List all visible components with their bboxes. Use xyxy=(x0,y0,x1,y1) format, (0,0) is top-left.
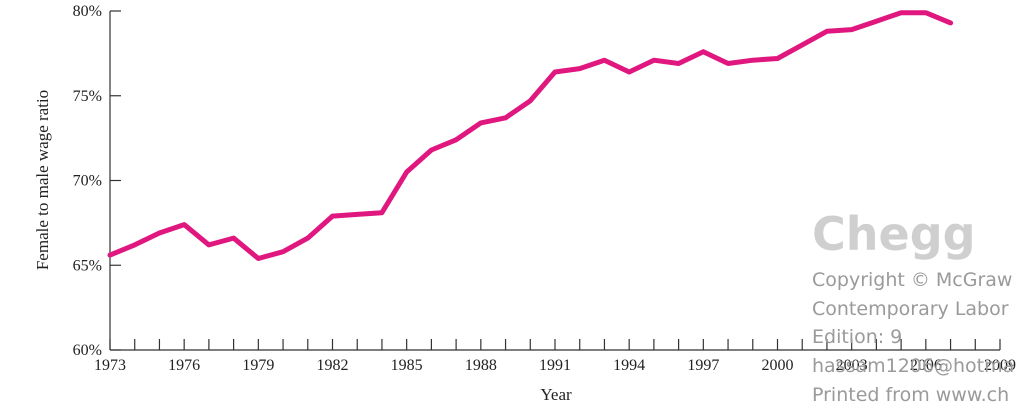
y-tick-label: 75% xyxy=(73,88,102,105)
x-tick-label: 2000 xyxy=(762,357,794,374)
x-tick-label: 2006 xyxy=(910,357,942,374)
y-tick-label: 60% xyxy=(73,342,102,359)
x-tick-label: 1991 xyxy=(539,357,571,374)
watermark-line: hassam1206@hotma xyxy=(812,355,1014,377)
y-tick-label: 70% xyxy=(73,173,102,190)
x-tick-label: 1997 xyxy=(687,357,719,374)
y-tick-label: 80% xyxy=(73,3,102,20)
x-tick-label: 2009 xyxy=(984,357,1016,374)
x-tick-label: 1982 xyxy=(317,357,349,374)
watermark-line: Edition: 9 xyxy=(812,326,902,348)
y-ticks: 60% 65% 70% 75% 80% xyxy=(73,3,121,359)
watermark-logo: Chegg xyxy=(812,207,976,261)
y-axis-title: Female to male wage ratio xyxy=(33,90,52,270)
x-tick-label: 1994 xyxy=(613,357,645,374)
series-line xyxy=(107,10,954,261)
watermark-line: Copyright © McGraw xyxy=(812,269,1012,291)
x-tick-label: 1973 xyxy=(94,357,126,374)
y-tick-label: 65% xyxy=(73,257,102,274)
watermark: Chegg Copyright © McGraw Contemporary La… xyxy=(812,207,1014,406)
series xyxy=(107,10,954,261)
x-tick-label: 2003 xyxy=(836,357,868,374)
x-ticks: 1973 1976 1979 1982 1985 1988 1991 1994 1997 2000… xyxy=(94,339,1016,374)
watermark-line: Contemporary Labor xyxy=(812,298,1009,320)
x-tick-label: 1988 xyxy=(465,357,497,374)
x-tick-label: 1979 xyxy=(242,357,274,374)
watermark-line: Printed from www.ch xyxy=(812,384,1009,406)
x-tick-label: 1976 xyxy=(168,357,200,374)
x-tick-label: 1985 xyxy=(391,357,423,374)
x-axis-title: Year xyxy=(540,385,572,404)
